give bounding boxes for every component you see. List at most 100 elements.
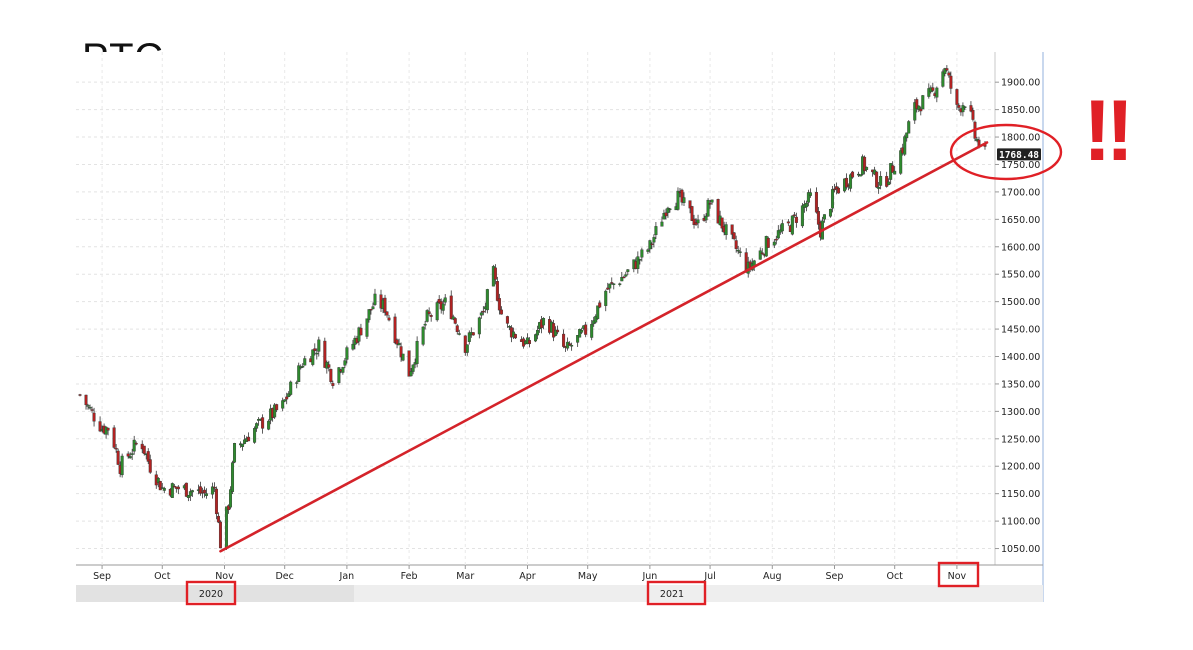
y-tick-label: 1800.00 <box>1001 133 1040 144</box>
candle-body <box>969 105 973 112</box>
candle-body <box>758 250 762 260</box>
candle-body <box>596 305 600 319</box>
candle-body <box>435 302 439 321</box>
candle-body <box>734 240 738 249</box>
candle-body <box>780 223 784 232</box>
candle-body <box>451 316 455 320</box>
candle-body <box>594 316 598 323</box>
candle-body <box>493 267 497 280</box>
candle-body <box>393 316 397 343</box>
year-label: 2020 <box>199 589 223 600</box>
candle-body <box>146 451 150 462</box>
plot-area <box>76 52 1043 565</box>
annotations <box>185 123 1063 606</box>
candle-body <box>662 213 666 220</box>
y-tick-label: 1700.00 <box>1001 187 1040 198</box>
candle-body <box>395 339 399 345</box>
candle-body <box>303 358 307 366</box>
y-tick-label: 1200.00 <box>1001 462 1040 473</box>
candle-body <box>210 486 214 495</box>
candle-body <box>708 203 712 205</box>
candle-body <box>190 490 194 493</box>
candle-body <box>570 345 574 347</box>
candle-body <box>568 343 572 346</box>
candle-body <box>534 334 538 342</box>
candle-body <box>411 364 415 372</box>
candle-body <box>845 177 849 188</box>
y-tick-label: 1850.00 <box>1001 105 1040 116</box>
candle-body <box>732 232 736 240</box>
candle-body <box>720 217 724 229</box>
candle-body <box>369 308 373 311</box>
candle-body <box>407 350 411 377</box>
candle-body <box>927 88 931 97</box>
candle-body <box>834 186 838 190</box>
candle-body <box>760 252 764 254</box>
candle-body <box>301 366 305 368</box>
candle-body <box>465 344 469 353</box>
candle-body <box>471 332 475 336</box>
candle-body <box>943 68 947 74</box>
candle-body <box>879 176 883 186</box>
candle-body <box>921 95 925 110</box>
y-tick-label: 1900.00 <box>1001 78 1040 89</box>
candle-body <box>941 71 945 87</box>
candle-body <box>399 346 403 358</box>
candle-body <box>654 226 658 236</box>
candle-body <box>646 249 650 252</box>
candle-body <box>285 396 289 400</box>
candle-body <box>126 453 130 457</box>
candle-body <box>132 439 136 452</box>
year-label: 2021 <box>660 589 684 600</box>
x-axis: Sep Oct Nov Dec Jan Feb Mar Apr May Jun Jul Aug Sep O… <box>93 565 967 600</box>
candle-body <box>738 251 742 253</box>
x-tick-label: Nov <box>948 571 967 582</box>
candle-body <box>323 340 327 368</box>
candle-body <box>877 186 881 189</box>
candle-body <box>945 68 949 71</box>
candlesticks <box>78 65 987 551</box>
candle-body <box>373 293 377 305</box>
candle-body <box>832 188 836 191</box>
candle-body <box>696 219 700 224</box>
candle-body <box>590 323 594 338</box>
candle-body <box>289 381 293 395</box>
candle-body <box>786 221 790 224</box>
candle-body <box>299 366 303 369</box>
year-2021-highlight-box <box>646 580 707 606</box>
x-tick-label: Dec <box>275 571 293 582</box>
candle-body <box>666 207 670 214</box>
candle-body <box>255 423 259 429</box>
candle-body <box>790 215 794 235</box>
candle-body <box>214 488 218 515</box>
y-tick-label: 1450.00 <box>1001 325 1040 336</box>
candle-body <box>650 243 654 245</box>
y-tick-label: 1250.00 <box>1001 434 1040 445</box>
x-tick-label: Feb <box>401 571 418 582</box>
candle-body <box>86 405 90 407</box>
trendline <box>219 141 989 553</box>
candle-body <box>620 277 624 282</box>
candle-body <box>724 224 728 236</box>
candle-body <box>690 206 694 221</box>
candle-body <box>863 156 867 172</box>
candle-body <box>576 335 580 343</box>
candle-body <box>241 443 245 447</box>
x-tick-label: Apr <box>519 571 536 582</box>
candle-body <box>184 482 188 497</box>
x-tick-label: Sep <box>93 571 111 582</box>
candle-body <box>114 447 118 450</box>
candle-body <box>604 290 608 306</box>
candle-body <box>485 289 489 311</box>
candle-body <box>327 364 331 368</box>
candle-body <box>772 241 776 246</box>
candle-body <box>198 486 202 494</box>
candle-body <box>204 493 208 496</box>
year-2020-highlight-box <box>185 580 237 606</box>
candle-body <box>88 407 92 409</box>
candle-body <box>186 494 190 499</box>
candle-body <box>859 174 863 177</box>
candle-body <box>664 212 668 217</box>
candle-body <box>808 192 812 196</box>
